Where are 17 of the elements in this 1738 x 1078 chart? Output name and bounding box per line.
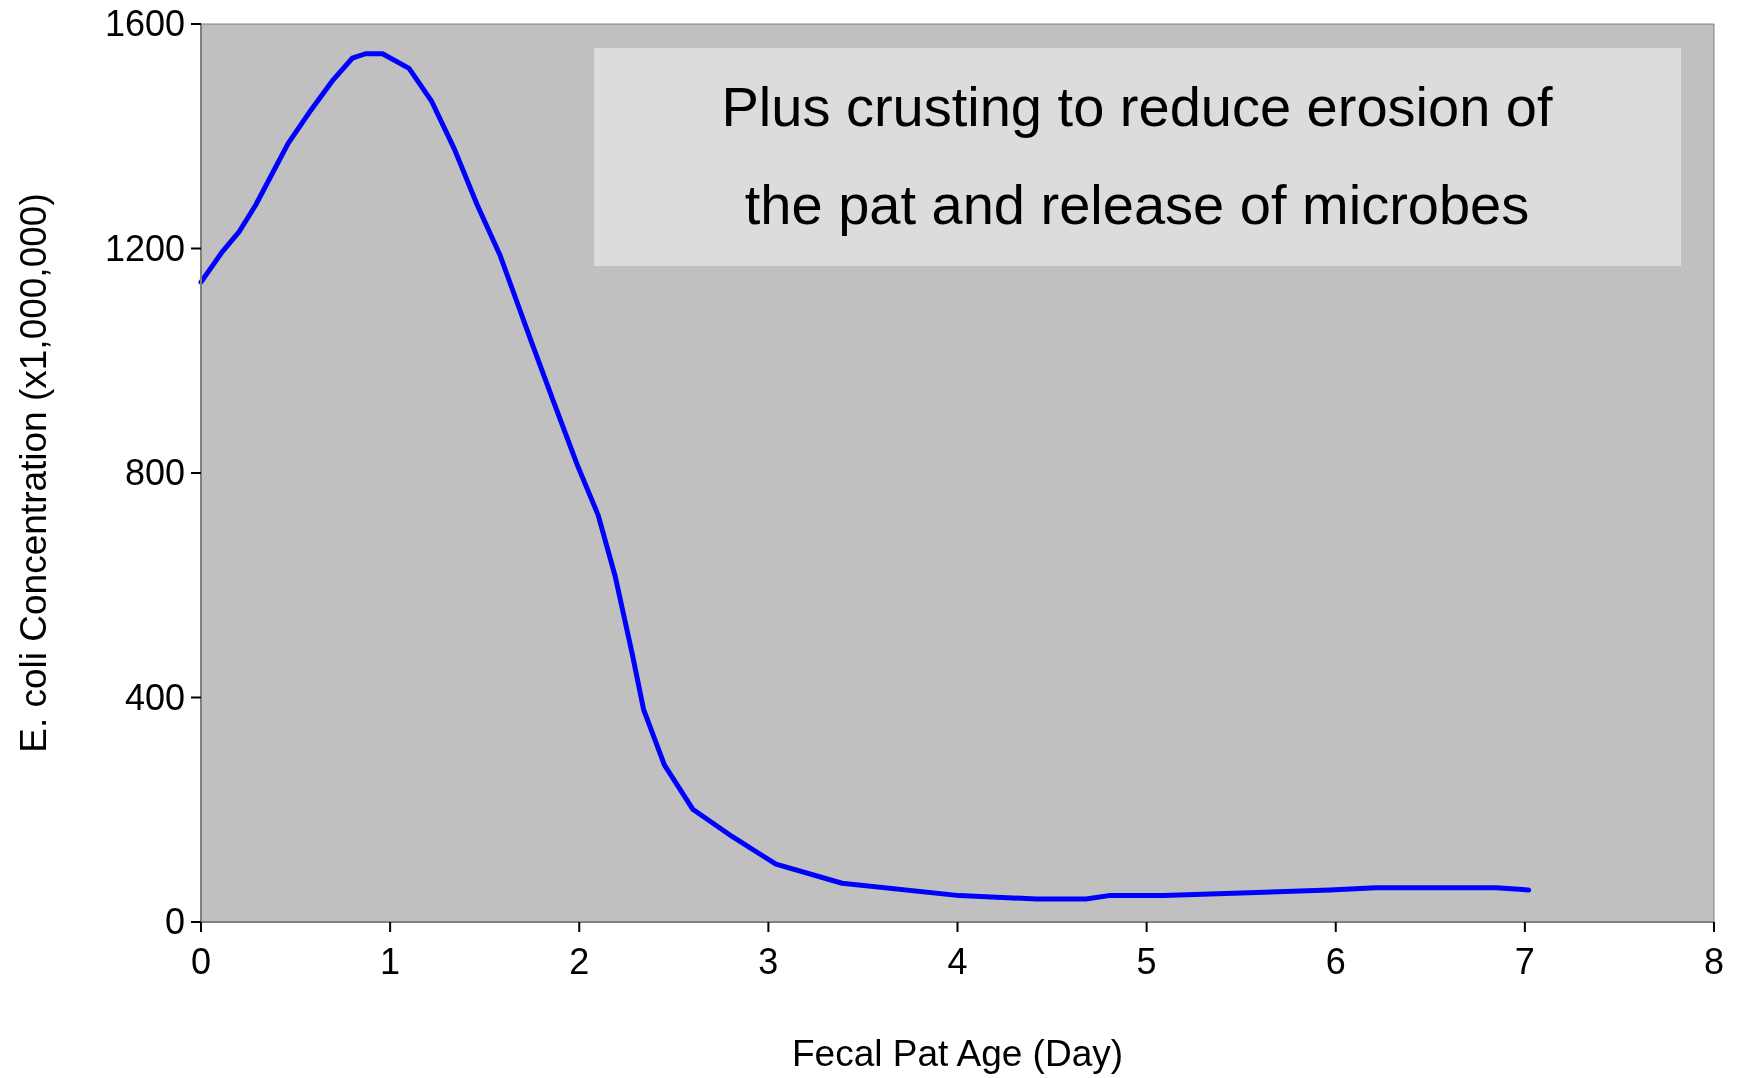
x-tick-label: 6 <box>1325 941 1346 982</box>
y-axis-title: E. coli Concentration (x1,000,000) <box>13 193 54 753</box>
y-tick-label: 400 <box>124 676 185 718</box>
x-tick-label: 7 <box>1514 941 1535 982</box>
x-tick-label: 4 <box>947 941 968 982</box>
x-tick-label: 2 <box>569 941 590 982</box>
x-tick-label: 3 <box>758 941 779 982</box>
y-tick-label: 1600 <box>104 3 185 44</box>
annotation: Plus crusting to reduce erosion of the pat and release of microbes <box>721 75 1553 236</box>
x-tick-label: 5 <box>1136 941 1157 982</box>
x-tick-label: 8 <box>1703 941 1725 982</box>
x-axis-title: Fecal Pat Age (Day) <box>791 1033 1124 1074</box>
y-tick-label: 800 <box>124 452 185 493</box>
y-tick-label: 1200 <box>104 227 185 269</box>
x-tick-label: 1 <box>380 941 401 982</box>
x-tick-label: 0 <box>190 941 212 982</box>
y-tick-label: 0 <box>164 901 185 942</box>
